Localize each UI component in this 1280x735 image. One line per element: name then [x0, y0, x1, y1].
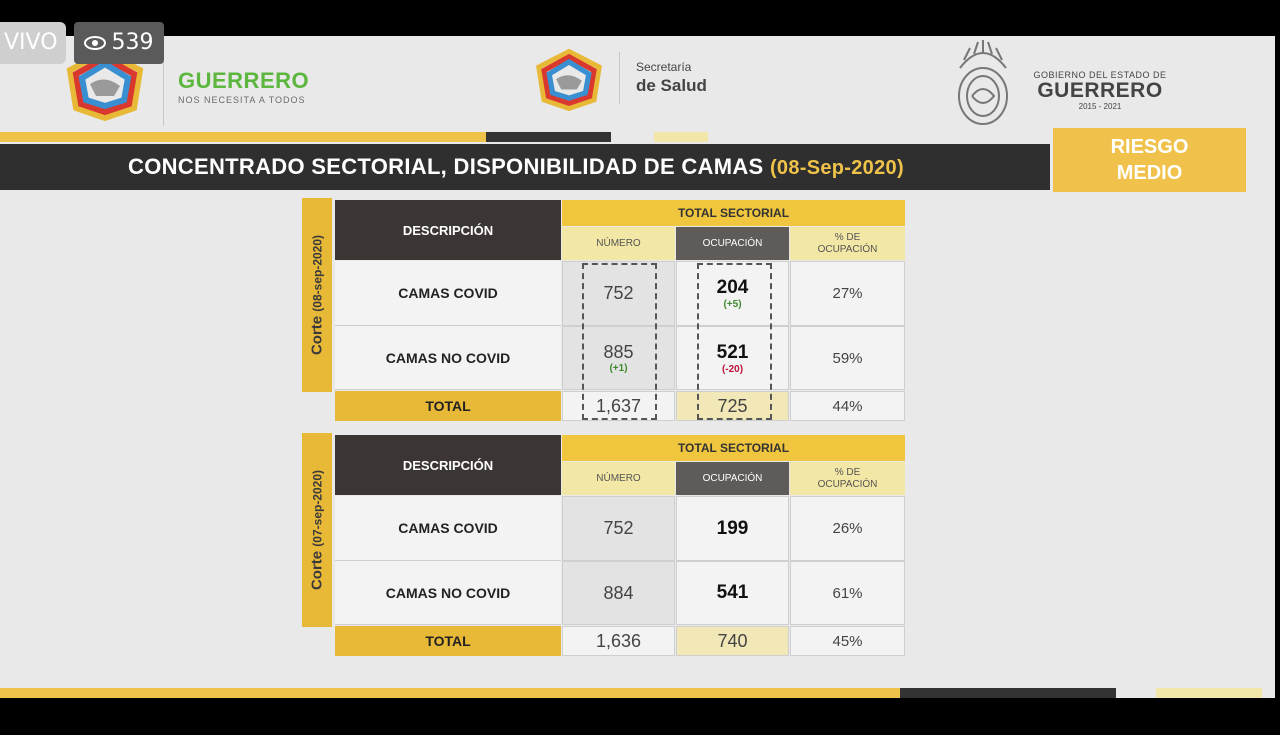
- video-top-letterbox: [0, 0, 1280, 36]
- bottom-strip-dark: [900, 688, 1116, 698]
- header-descripcion: DESCRIPCIÓN: [335, 435, 561, 495]
- gobierno-years: 2015 - 2021: [1078, 102, 1122, 111]
- cell-ocupacion-value: 204: [716, 277, 749, 298]
- page-title: CONCENTRADO SECTORIAL, DISPONIBILIDAD DE…: [128, 154, 904, 180]
- total-label: TOTAL: [335, 391, 561, 421]
- cell-pct: 59%: [790, 326, 905, 390]
- accent-strip-dark: [486, 132, 611, 142]
- header-total-sectorial: TOTAL SECTORIAL: [562, 200, 905, 226]
- slide: GUERRERO NOS NECESITA A TODOS Secretaría…: [0, 36, 1275, 698]
- salud-line2: de Salud: [636, 76, 707, 95]
- cell-ocupacion: 199: [676, 496, 789, 561]
- corte-date: (07-sep-2020): [310, 469, 325, 547]
- cell-numero-value: 752: [603, 518, 634, 538]
- total-numero: 1,637: [562, 391, 675, 421]
- cell-numero: 752: [562, 496, 675, 561]
- header-pct-line2: OCUPACIÓN: [817, 478, 878, 490]
- bottom-strip-light: [1156, 688, 1262, 698]
- corte-text: Corte: [308, 315, 326, 356]
- corte-label-previous: Corte (07-sep-2020): [302, 433, 332, 627]
- page-title-text: CONCENTRADO SECTORIAL, DISPONIBILIDAD DE…: [128, 154, 764, 179]
- header-descripcion: DESCRIPCIÓN: [335, 200, 561, 260]
- video-bottom-letterbox: [0, 698, 1280, 735]
- state-seal-logo: [958, 40, 1008, 125]
- salud-wordmark: Secretaría de Salud: [636, 60, 707, 96]
- title-bar: [0, 144, 1050, 190]
- salud-line1: Secretaría: [636, 60, 692, 74]
- gobierno-line1: GOBIERNO DEL ESTADO DE: [1033, 70, 1167, 80]
- accent-strip-light: [654, 132, 708, 142]
- row-label: CAMAS COVID: [335, 496, 561, 561]
- viewer-count-value: 539: [111, 30, 154, 55]
- row-label: CAMAS COVID: [335, 261, 561, 326]
- cell-numero: 752: [562, 261, 675, 326]
- corte-text: Corte: [308, 550, 326, 591]
- eye-icon: [83, 36, 106, 50]
- cell-ocupacion: 204 (+5): [676, 261, 789, 326]
- total-label: TOTAL: [335, 626, 561, 656]
- live-badge: VIVO: [0, 22, 66, 64]
- header-pct-ocupacion: % DE OCUPACIÓN: [790, 462, 905, 495]
- page-title-date: (08-Sep-2020): [769, 157, 904, 179]
- total-ocupacion: 725: [676, 391, 789, 421]
- risk-line1: RIESGO: [1110, 136, 1189, 158]
- salud-star-logo: [536, 48, 602, 112]
- total-pct: 44%: [790, 391, 905, 421]
- guerrero-star-logo: [66, 48, 144, 122]
- guerrero-title: GUERRERO: [178, 68, 310, 93]
- viewer-count: 539: [73, 22, 164, 64]
- cell-numero-delta: (+1): [609, 363, 628, 374]
- header-pct-line2: OCUPACIÓN: [817, 243, 878, 255]
- header-ocupacion: OCUPACIÓN: [676, 462, 789, 495]
- guerrero-wordmark: GUERRERO NOS NECESITA A TODOS: [178, 68, 309, 105]
- cell-ocupacion: 521 (-20): [676, 326, 789, 390]
- cell-ocupacion-value: 541: [716, 582, 749, 603]
- header-ocupacion: OCUPACIÓN: [676, 227, 789, 260]
- risk-badge: RIESGO MEDIO: [1053, 128, 1246, 192]
- risk-line2: MEDIO: [1116, 162, 1183, 184]
- cell-ocupacion-delta: (-20): [721, 363, 744, 375]
- guerrero-slogan: NOS NECESITA A TODOS: [178, 95, 306, 105]
- total-pct: 45%: [790, 626, 905, 656]
- header-total-sectorial: TOTAL SECTORIAL: [562, 435, 905, 461]
- cell-ocupacion-value: 199: [716, 517, 749, 539]
- gobierno-wordmark: GOBIERNO DEL ESTADO DE GUERRERO 2015 - 2…: [1028, 70, 1172, 111]
- header-numero: NÚMERO: [562, 227, 675, 260]
- header-pct-line1: % DE: [834, 466, 861, 478]
- corte-label-current: Corte (08-sep-2020): [302, 198, 332, 392]
- row-label: CAMAS NO COVID: [335, 326, 561, 390]
- accent-strip-gold: [0, 132, 486, 142]
- cell-pct: 61%: [790, 561, 905, 625]
- header-pct-line1: % DE: [834, 231, 861, 243]
- total-ocupacion: 740: [676, 626, 789, 656]
- cell-numero: 884: [562, 561, 675, 625]
- bottom-strip-gold: [0, 688, 900, 698]
- cell-numero-value: 884: [603, 582, 634, 603]
- cell-ocupacion: 541: [676, 561, 789, 625]
- live-overlay: VIVO 539: [0, 22, 164, 64]
- salud-divider: [619, 52, 620, 104]
- cell-pct: 26%: [790, 496, 905, 561]
- cell-ocupacion-delta: (+5): [723, 299, 742, 310]
- cell-pct: 27%: [790, 261, 905, 326]
- cell-numero-value: 885: [603, 342, 634, 362]
- cell-numero-value: 752: [603, 283, 634, 303]
- total-numero: 1,636: [562, 626, 675, 656]
- corte-date: (08-sep-2020): [310, 234, 325, 312]
- header-pct-ocupacion: % DE OCUPACIÓN: [790, 227, 905, 260]
- header-numero: NÚMERO: [562, 462, 675, 495]
- logo-divider: [163, 50, 164, 126]
- gobierno-line2: GUERRERO: [1037, 79, 1163, 102]
- cell-ocupacion-value: 521: [716, 341, 749, 363]
- cell-numero: 885 (+1): [562, 326, 675, 390]
- row-label: CAMAS NO COVID: [335, 561, 561, 625]
